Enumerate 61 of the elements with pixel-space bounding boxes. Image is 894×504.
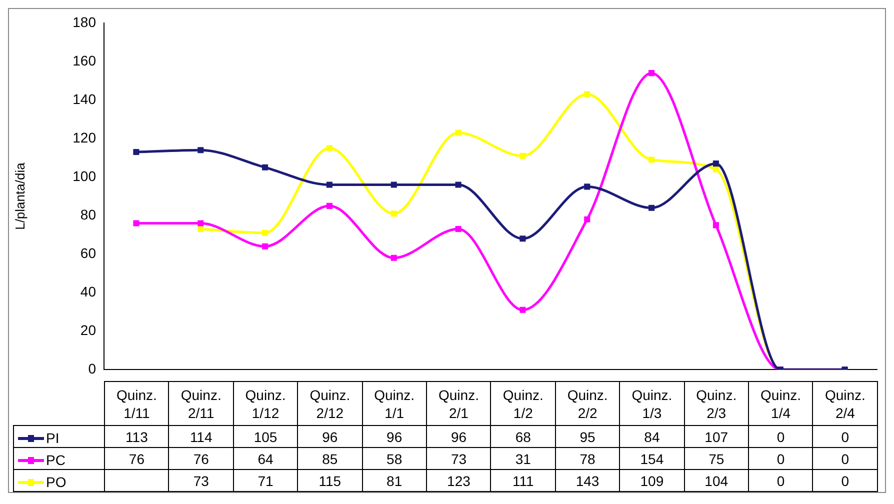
data-label: 81 <box>362 470 427 492</box>
x-tick-label: Quinz. 2/1 <box>426 382 491 426</box>
data-label: 71 <box>233 470 298 492</box>
x-tick-label: Quinz. 2/2 <box>555 382 620 426</box>
data-label: 73 <box>168 470 234 492</box>
data-label: 0 <box>812 448 878 470</box>
data-label: 0 <box>748 470 813 492</box>
x-tick-label: Quinz. 1/3 <box>620 382 684 426</box>
x-tick-label: Quinz. 2/3 <box>684 382 749 426</box>
data-label: 85 <box>298 448 362 470</box>
legend-label: PC <box>46 452 66 468</box>
data-label: 64 <box>233 448 298 470</box>
y-tick-label: 40 <box>80 283 96 300</box>
data-label: 76 <box>168 448 234 470</box>
data-label: 0 <box>748 426 813 448</box>
data-label: 0 <box>812 470 878 492</box>
data-label: 109 <box>620 470 684 492</box>
data-label: 114 <box>168 426 234 448</box>
data-label: 76 <box>104 448 169 470</box>
data-label: 95 <box>555 426 620 448</box>
x-tick-label: Quinz. 1/4 <box>748 382 813 426</box>
x-tick-label: Quinz. 1/12 <box>233 382 298 426</box>
data-label: 107 <box>684 426 749 448</box>
legend-label: PI <box>46 430 60 446</box>
y-tick-label: 60 <box>80 244 96 261</box>
x-tick-label: Quinz. 1/2 <box>490 382 556 426</box>
data-label: 143 <box>555 470 620 492</box>
y-tick-label: 160 <box>72 52 96 68</box>
data-label: 115 <box>298 470 362 492</box>
y-tick-label: 20 <box>80 322 96 338</box>
data-label: 78 <box>555 448 620 470</box>
y-tick-label: 180 <box>72 14 96 30</box>
data-label: 31 <box>490 448 556 470</box>
y-tick-label: 0 <box>88 360 96 376</box>
data-label: 104 <box>684 470 749 492</box>
x-tick-label: Quinz. 1/11 <box>104 382 169 426</box>
x-tick-label: Quinz. 1/1 <box>362 382 427 426</box>
data-label: 75 <box>684 448 749 470</box>
data-label: 111 <box>490 470 556 492</box>
data-label: 0 <box>748 448 813 470</box>
data-label: 96 <box>362 426 427 448</box>
data-label: 84 <box>620 426 684 448</box>
y-tick-label: 80 <box>80 206 96 222</box>
x-tick-label: Quinz. 2/12 <box>298 382 362 426</box>
x-tick-label: Quinz. 2/11 <box>168 382 234 426</box>
data-label: 154 <box>620 448 684 470</box>
data-label: 96 <box>426 426 491 448</box>
data-label: 123 <box>426 470 491 492</box>
y-axis-title: L/planta/dia <box>12 162 28 230</box>
data-label: 73 <box>426 448 491 470</box>
data-label: 0 <box>812 426 878 448</box>
y-tick-label: 100 <box>72 168 96 184</box>
x-tick-label: Quinz. 2/4 <box>812 382 878 426</box>
y-tick-label: 140 <box>72 90 96 107</box>
data-label: 96 <box>298 426 362 448</box>
data-label: 68 <box>490 426 556 448</box>
y-tick-label: 120 <box>72 129 96 146</box>
legend-label: PO <box>46 474 66 490</box>
data-label: 113 <box>104 426 169 448</box>
data-label: 105 <box>233 426 298 448</box>
data-label: 58 <box>362 448 427 470</box>
